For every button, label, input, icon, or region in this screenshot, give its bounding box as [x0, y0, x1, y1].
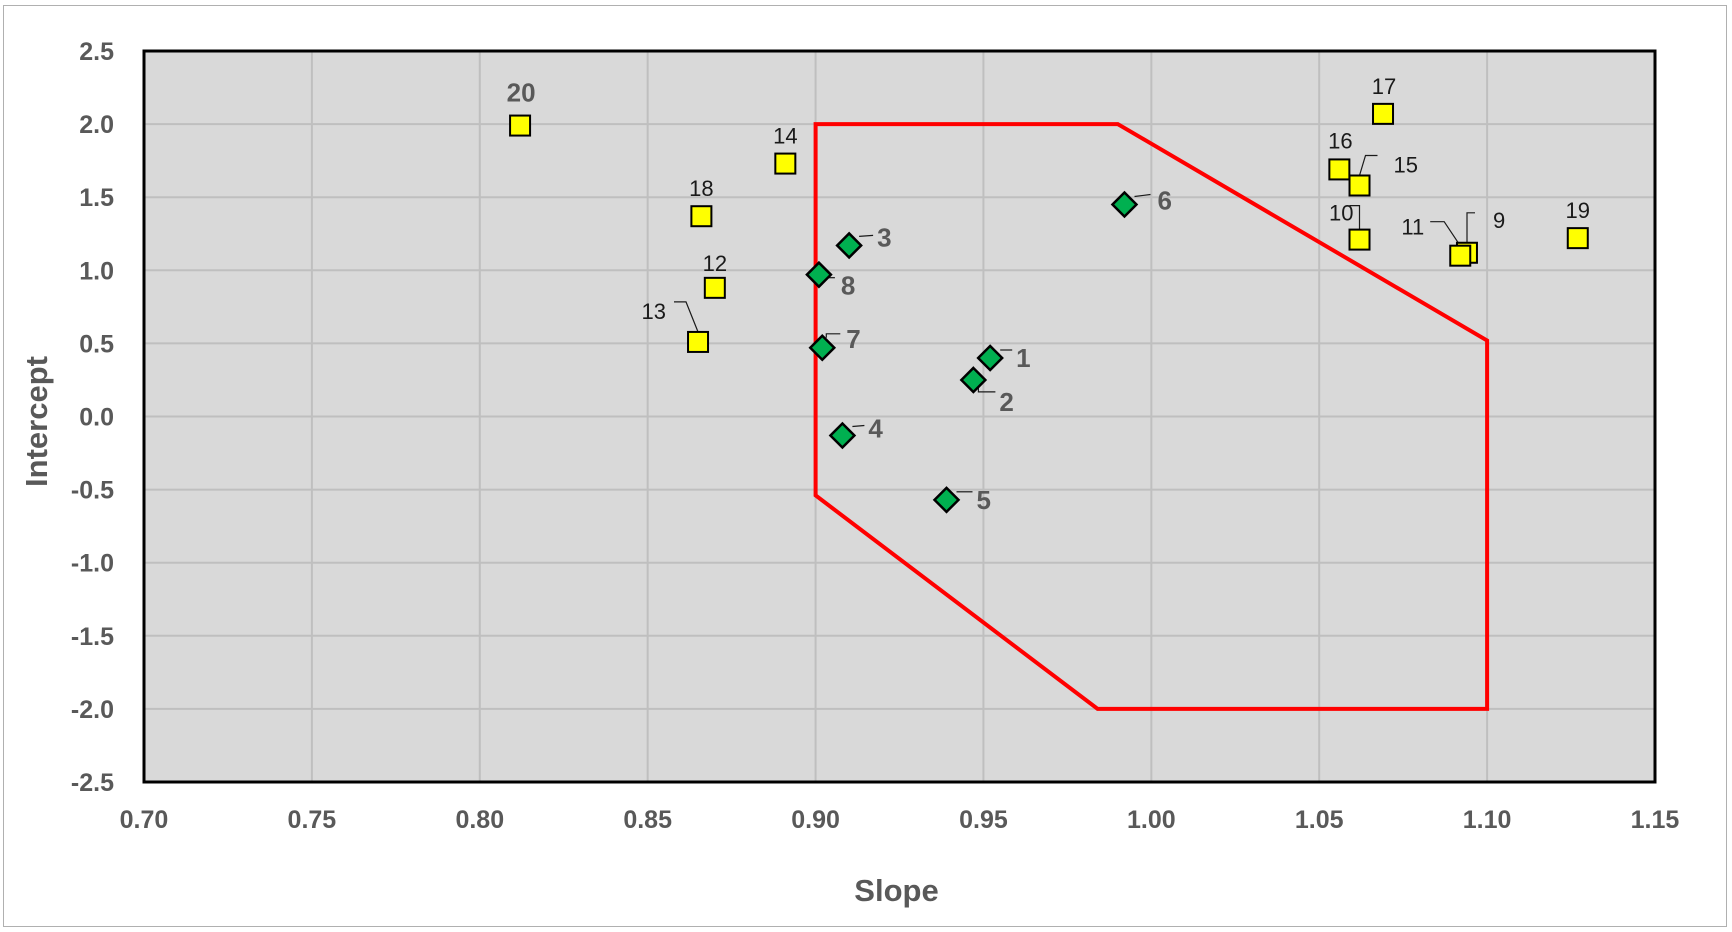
x-tick-label: 1.05: [1295, 806, 1344, 834]
point-label-7: 7: [846, 324, 860, 354]
point-label-2: 2: [999, 387, 1013, 417]
data-point-16: [1328, 158, 1351, 181]
point-label-11: 11: [1401, 215, 1424, 240]
point-label-1: 1: [1016, 343, 1030, 373]
data-point-7: [808, 334, 837, 362]
plot-border: [142, 49, 1657, 784]
y-tick-label: 2.0: [79, 111, 114, 139]
data-point-14: [774, 152, 797, 175]
point-label-20: 20: [507, 78, 536, 108]
chart-container: 0.70 0.75 0.80 0.85 0.90 0.95 1.00 1.05 1.10 1.15…: [3, 5, 1727, 927]
y-tick-label: -2.5: [71, 769, 114, 797]
acceptance-region-layer: [813, 122, 1490, 711]
data-point-8: [805, 260, 833, 289]
data-point-5: [932, 486, 961, 514]
data-point-12: [703, 276, 726, 299]
leader-line-3: [859, 234, 874, 237]
y-tick-label: 2.5: [79, 38, 114, 66]
data-point-13: [687, 330, 710, 353]
data-points: [509, 102, 1589, 514]
point-label-10: 10: [1329, 201, 1353, 226]
point-label-9: 9: [1493, 208, 1505, 233]
data-point-18: [690, 205, 713, 228]
leader-line-10: [1349, 205, 1361, 230]
point-label-5: 5: [977, 485, 991, 515]
leader-line-13: [674, 301, 699, 333]
data-point-4: [828, 421, 857, 450]
x-tick-label: 0.90: [791, 806, 840, 834]
y-tick-label: -0.5: [71, 477, 114, 505]
point-label-16: 16: [1328, 128, 1352, 153]
label-leader-lines: [674, 154, 1475, 493]
leader-line-11: [1430, 221, 1461, 247]
x-tick-label: 0.75: [288, 806, 337, 834]
y-tick-label: 1.0: [79, 257, 114, 285]
x-axis-title: Slope: [854, 873, 938, 908]
point-label-8: 8: [841, 271, 855, 301]
data-point-15: [1348, 174, 1371, 197]
point-label-13: 13: [642, 299, 666, 324]
point-label-3: 3: [877, 222, 891, 252]
x-tick-label: 1.15: [1631, 806, 1680, 834]
data-point-11: [1449, 244, 1472, 267]
point-label-12: 12: [703, 251, 727, 276]
leader-line-2: [977, 387, 996, 393]
y-axis-title: Intercept: [19, 356, 54, 487]
data-point-19: [1566, 227, 1589, 250]
point-label-6: 6: [1157, 186, 1171, 216]
x-tick-label: 1.00: [1127, 806, 1176, 834]
point-label-19: 19: [1566, 198, 1590, 223]
point-label-14: 14: [773, 124, 797, 149]
leader-line-6: [1134, 193, 1151, 198]
acceptance-region-polygon: [813, 122, 1490, 711]
x-tick-label: 0.70: [120, 806, 169, 834]
x-tick-label: 1.10: [1463, 806, 1512, 834]
y-tick-label: 0.5: [79, 330, 114, 358]
leader-line-4: [852, 424, 865, 428]
plot-frame: [142, 49, 1657, 784]
data-point-17: [1372, 102, 1395, 125]
data-point-2: [959, 366, 988, 394]
point-label-4: 4: [868, 414, 883, 444]
data-point-10: [1348, 228, 1371, 251]
x-tick-label: 0.95: [959, 806, 1008, 834]
data-point-20: [509, 114, 532, 137]
y-tick-label: -1.0: [71, 550, 114, 578]
point-label-15: 15: [1394, 153, 1418, 178]
x-axis-ticks: 0.70 0.75 0.80 0.85 0.90 0.95 1.00 1.05 1.10 1.15: [120, 806, 1680, 834]
scatter-chart: 0.70 0.75 0.80 0.85 0.90 0.95 1.00 1.05 1.10 1.15…: [19, 38, 1680, 908]
x-tick-label: 0.80: [455, 806, 504, 834]
y-tick-label: 0.0: [79, 404, 114, 432]
point-label-18: 18: [689, 176, 713, 201]
leader-line-15: [1358, 154, 1378, 176]
point-label-17: 17: [1372, 74, 1396, 99]
data-point-3: [835, 231, 863, 260]
y-tick-label: 1.5: [79, 184, 114, 212]
data-point-6: [1110, 190, 1139, 219]
x-tick-label: 0.85: [623, 806, 672, 834]
data-point-1: [976, 344, 1004, 372]
y-tick-label: -2.0: [71, 696, 114, 724]
y-tick-label: -1.5: [71, 623, 114, 651]
leader-line-9: [1466, 212, 1475, 243]
y-axis-ticks: 2.5 2.0 1.5 1.0 0.5 0.0 -0.5 -1.0 -1.5 -2.0 -2.5: [71, 38, 114, 797]
gridlines: [144, 51, 1655, 782]
leader-line-7: [825, 333, 841, 338]
